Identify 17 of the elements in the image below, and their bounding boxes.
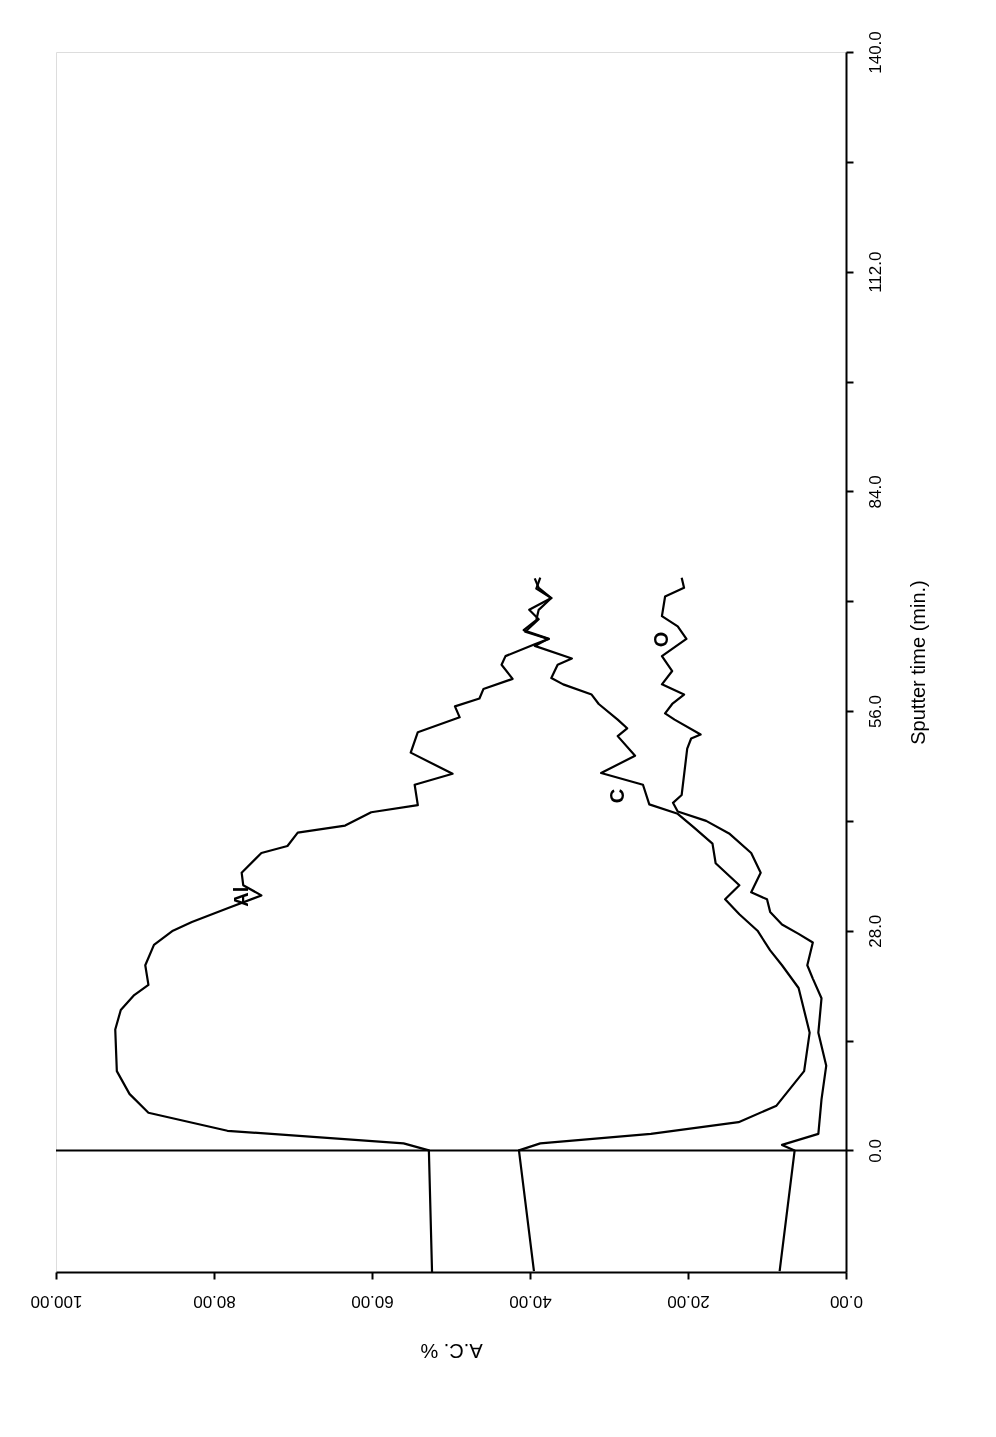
x-tick-label: 20.00 xyxy=(667,1291,710,1311)
text: Al xyxy=(229,886,252,907)
x-tick-label: 40.00 xyxy=(509,1291,552,1311)
x-tick-label: 60.00 xyxy=(351,1291,394,1311)
y-axis-title: Sputter time (min.) xyxy=(906,580,929,745)
x-tick-label: 100.00 xyxy=(30,1291,83,1311)
x-tick-label: 0.00 xyxy=(829,1291,864,1311)
y-tick-label: 84.0 xyxy=(865,475,885,509)
x-tick-label: 80.00 xyxy=(193,1291,236,1311)
y-tick-label: 112.0 xyxy=(865,251,885,293)
y-tick-label: 28.0 xyxy=(865,914,885,948)
y-tick-label: 56.0 xyxy=(865,694,885,729)
x-axis-title: A.C. % xyxy=(420,1339,483,1362)
text: C xyxy=(605,788,628,804)
text: O xyxy=(649,631,672,648)
y-tick-label: 140.0 xyxy=(865,31,885,74)
y-tick-label: 0.0 xyxy=(865,1139,885,1163)
